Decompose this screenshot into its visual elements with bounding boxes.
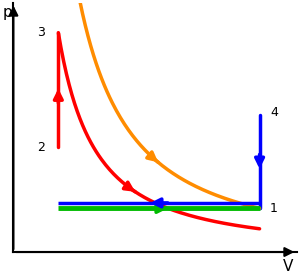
Text: 1: 1	[270, 202, 278, 215]
Text: p: p	[3, 5, 13, 20]
Text: 2: 2	[37, 141, 45, 154]
Text: 3: 3	[37, 26, 45, 39]
Text: 4: 4	[270, 106, 278, 119]
Text: V: V	[283, 260, 294, 274]
